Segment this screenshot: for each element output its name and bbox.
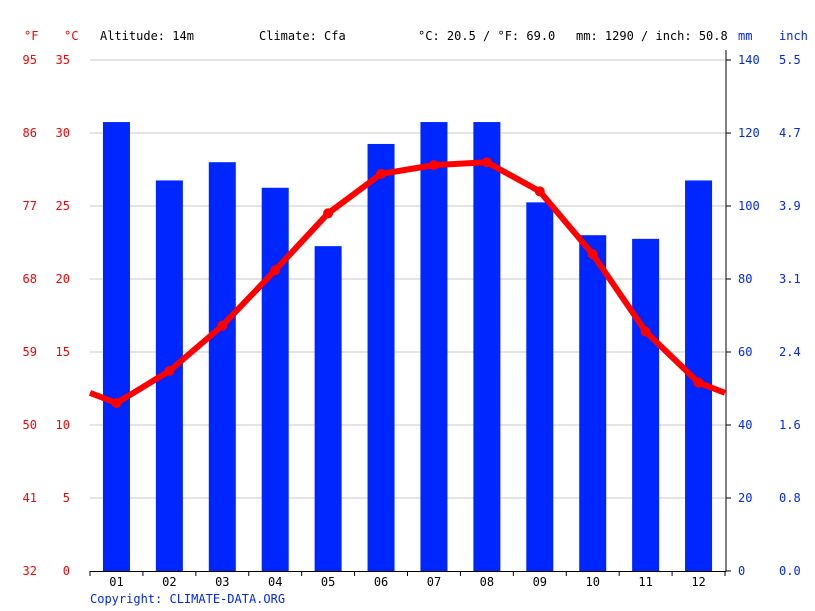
tick-label-mm: 120 [738,126,760,140]
unit-c-label: °C [64,29,78,43]
temp-point [481,157,492,168]
precip-bar [526,202,554,571]
avg-temp-label: °C: 20.5 / °F: 69.0 [418,29,555,43]
tick-label-mm: 80 [738,272,752,286]
precip-bar [314,246,342,571]
tick-label-mm: 100 [738,199,760,213]
precip-bar [579,235,607,571]
unit-f-label: °F [24,29,38,43]
tick-label-inch: 3.1 [779,272,801,286]
tick-label-f: 86 [23,126,37,140]
tick-label-f: 59 [23,345,37,359]
temp-point [376,168,387,179]
tick-label-mm: 140 [738,53,760,67]
tick-label-c: 0 [63,564,70,578]
tick-label-mm: 40 [738,418,752,432]
tick-label-f: 95 [23,53,37,67]
precip-bar [208,162,236,571]
month-label: 09 [533,575,547,589]
temp-point [587,249,598,260]
month-label: 03 [215,575,229,589]
temperature-line [88,157,727,409]
temp-point [164,365,175,376]
unit-inch-label: inch [779,29,808,43]
temp-point [693,377,704,388]
precip-bar [367,143,395,571]
tick-label-c: 35 [56,53,70,67]
month-label: 10 [585,575,599,589]
precip-bar [632,238,660,571]
tick-label-mm: 60 [738,345,752,359]
copyright-link[interactable]: Copyright: CLIMATE-DATA.ORG [90,592,285,606]
tick-label-f: 77 [23,199,37,213]
temp-point [640,326,651,337]
tick-label-c: 10 [56,418,70,432]
month-label: 08 [480,575,494,589]
month-label: 01 [109,575,123,589]
temp-point [111,398,122,409]
precip-bar [261,187,289,571]
tick-label-inch: 0.0 [779,564,801,578]
precip-total-label: mm: 1290 / inch: 50.8 [576,29,728,43]
tick-label-f: 32 [23,564,37,578]
month-label: 02 [162,575,176,589]
axis-labels: 32 0 0 0.0 41 5 20 0.8 50 10 40 1.6 59 15 60 2.4 68 20 80 3… [23,53,801,589]
tick-label-c: 30 [56,126,70,140]
axes [89,50,731,576]
tick-label-inch: 5.5 [779,53,801,67]
temp-point [270,265,281,276]
tick-label-f: 41 [23,491,37,505]
precip-bar [420,122,448,572]
precip-bar [473,122,501,572]
tick-label-mm: 0 [738,564,745,578]
month-label: 11 [638,575,652,589]
month-label: 12 [691,575,705,589]
tick-label-f: 68 [23,272,37,286]
temp-point [323,208,334,219]
altitude-label: Altitude: 14m [100,29,194,43]
precipitation-bars [102,122,713,572]
temp-line [88,159,727,407]
month-label: 06 [374,575,388,589]
month-label: 07 [427,575,441,589]
tick-label-c: 5 [63,491,70,505]
temp-point [428,160,439,171]
tick-label-c: 15 [56,345,70,359]
precip-bar [102,122,130,572]
tick-label-c: 25 [56,199,70,213]
tick-label-f: 50 [23,418,37,432]
climate-label: Climate: Cfa [259,29,346,43]
tick-label-inch: 1.6 [779,418,801,432]
temp-point [534,186,545,197]
tick-label-c: 20 [56,272,70,286]
temp-point [217,320,228,331]
unit-mm-label: mm [738,29,752,43]
tick-label-inch: 2.4 [779,345,801,359]
tick-label-mm: 20 [738,491,752,505]
tick-label-inch: 3.9 [779,199,801,213]
month-label: 04 [268,575,282,589]
month-label: 05 [321,575,335,589]
tick-label-inch: 4.7 [779,126,801,140]
tick-label-inch: 0.8 [779,491,801,505]
grid-lines [90,59,725,499]
